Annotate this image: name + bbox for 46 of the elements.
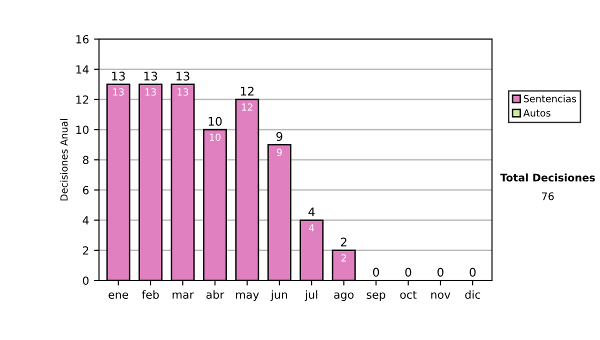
text: Total Decisiones [500,173,595,182]
total-label: 13 [144,72,158,81]
total-label: 2 [340,238,346,246]
data-label: 9 [276,148,282,156]
data-label: 2 [341,254,346,262]
x-tick-label: oct [400,290,417,299]
y-tick-label: 10 [76,126,89,134]
data-label: 10 [210,134,221,141]
total-label: 0 [373,268,380,277]
total-label: 13 [176,72,190,81]
data-label: 13 [178,88,188,96]
y-tick-label: 8 [82,156,89,164]
total-label: 0 [437,268,444,277]
x-tick-label: sep [366,292,386,301]
total-label: 0 [470,268,476,277]
y-tick-label: 16 [76,35,89,44]
total-label: 4 [308,208,315,216]
x-tick-label: mar [172,292,194,299]
total-label: 12 [240,86,254,96]
x-tick-label: ene [108,292,128,299]
y-tick-label: 0 [82,276,89,285]
x-tick-label: dic [465,290,480,299]
x-tick-label: jul [304,290,318,301]
y-tick-label: 2 [83,246,88,255]
x-tick-label: may [236,292,259,301]
data-label: 13 [113,88,124,96]
y-tick-label: 14 [76,65,89,74]
legend-label: Autos [523,109,550,117]
data-label: 13 [145,88,156,96]
x-tick-label: nov [431,292,450,299]
total-label: 10 [208,116,222,126]
y-axis-title: Decisiones Anual [60,119,68,200]
text: 76 [542,192,554,200]
y-tick-label: 4 [82,216,89,224]
y-tick-label: 6 [82,186,89,194]
total-label: 9 [276,132,282,141]
x-tick-label: feb [142,290,159,299]
x-tick-label: jun [270,290,288,301]
data-label: 4 [308,224,314,232]
total-label: 0 [405,268,412,277]
y-tick-label: 12 [76,95,88,104]
x-tick-label: ago [334,292,354,301]
x-tick-label: abr [206,290,224,299]
legend-label: Sentencias [524,94,576,102]
total-label: 13 [112,72,125,81]
data-label: 12 [242,103,252,111]
